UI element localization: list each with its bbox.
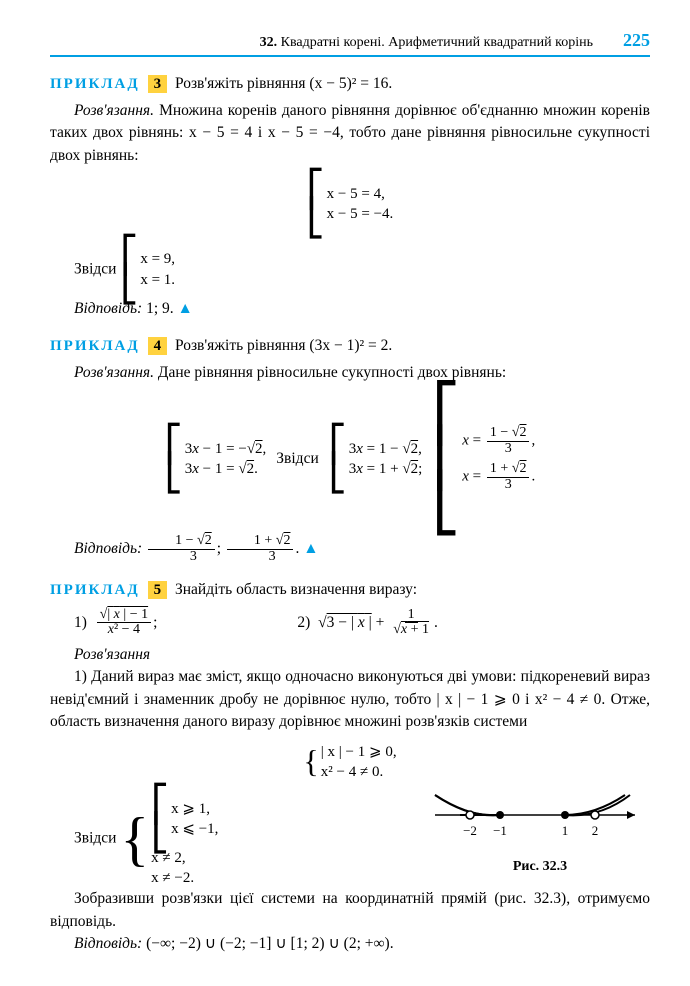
answer-label: Відповідь:: [74, 300, 142, 317]
numberline-svg: −2 −1 1 2: [430, 790, 650, 850]
ex3-hence-row: Звідси ⎡⎣ x = 9, x = 1.: [74, 241, 650, 299]
brace-icon: {: [120, 812, 149, 866]
ex5-hence-block: Звідси { ⎡⎣ x ⩾ 1, x ⩽ −1, x ≠ 2, x ≠ −2…: [74, 790, 218, 888]
tick-label: −1: [493, 823, 507, 838]
example-number: 5: [148, 581, 168, 599]
page-container: 32. Квадратні корені. Арифметичний квадр…: [0, 0, 690, 986]
example-4-heading: ПРИКЛАД 4 Розв'яжіть рівняння (3x − 1)² …: [50, 335, 650, 358]
ex5-problems: 1) √| x | − 1x² − 4; 2) √3 − | x | + 1√x…: [74, 608, 650, 638]
ex5-answer: Відповідь: (−∞; −2) ∪ (−2; −1] ∪ [1; 2) …: [50, 933, 650, 955]
eq-line: x ⩾ 1,: [171, 799, 210, 819]
problem-2: 2) √3 − | x | + 1√x + 1.: [297, 608, 437, 638]
section-title: Квадратні корені. Арифметичний квадратни…: [281, 35, 593, 50]
eq-line: x ⩽ −1,: [171, 819, 218, 839]
bracket-icon: ⎡⎣: [120, 241, 138, 299]
eq-line: x ≠ 2,: [151, 848, 185, 868]
ex5-two-col: Звідси { ⎡⎣ x ⩾ 1, x ⩽ −1, x ≠ 2, x ≠ −2…: [50, 790, 650, 888]
section-number: 32.: [260, 35, 278, 50]
eq-line: 3x = 1 − √2,: [349, 439, 422, 459]
hence-label: Звідси: [74, 260, 116, 277]
tick-label: −2: [463, 823, 477, 838]
point-open: [466, 811, 474, 819]
figure-caption: Рис. 32.3: [430, 859, 650, 875]
example-3-heading: ПРИКЛАД 3 Розв'яжіть рівняння (x − 5)² =…: [50, 73, 650, 96]
arrow-icon: [627, 811, 635, 819]
example-prompt: Знайдіть область визначення виразу:: [175, 581, 417, 598]
end-marker-icon: ▲: [303, 540, 318, 557]
answer-label: Відповідь:: [74, 540, 142, 557]
solution-label: Розв'язання.: [74, 364, 154, 381]
bracket-icon: ⎡⎣: [329, 430, 347, 488]
ex3-answer: Відповідь: 1; 9. ▲: [50, 298, 650, 320]
problem-1: 1) √| x | − 1x² − 4;: [74, 608, 157, 638]
page-header: 32. Квадратні корені. Арифметичний квадр…: [50, 30, 650, 57]
example-prompt: Розв'яжіть рівняння (x − 5)² = 16.: [175, 75, 392, 92]
answer-frac-2: 1 + √23: [227, 534, 294, 564]
bracket-icon: ⎡⎣: [151, 790, 169, 848]
end-marker-icon: ▲: [178, 300, 193, 317]
ex4-systems: ⎡⎣ 3x − 1 = −√2, 3x − 1 = √2. Звідси ⎡⎣ …: [50, 392, 650, 526]
bracket-icon: ⎡⎣: [307, 175, 325, 233]
point-open: [591, 811, 599, 819]
example-label: ПРИКЛАД: [50, 76, 140, 92]
eq-line: x − 5 = 4,: [327, 184, 385, 204]
example-number: 3: [148, 75, 168, 93]
point-closed: [561, 811, 569, 819]
answer-frac-1: 1 − √23: [148, 534, 215, 564]
ex5-text1: 1) Даний вираз має зміст, якщо одночасно…: [50, 666, 650, 733]
page-number: 225: [623, 30, 650, 51]
bracket-icon: ⎡⎢⎣: [432, 392, 460, 526]
header-title: 32. Квадратні корені. Арифметичний квадр…: [260, 35, 593, 51]
eq-line: x − 5 = −4.: [327, 204, 394, 224]
eq-line: x = 1 + √23.: [462, 462, 535, 492]
ex5-solution-label: Розв'язання: [50, 644, 650, 666]
example-number: 4: [148, 337, 168, 355]
example-5-heading: ПРИКЛАД 5 Знайдіть область визначення ви…: [50, 579, 650, 602]
arc-left: [435, 795, 490, 815]
ex4-solution-text: Дане рівняння рівносильне сукупності дво…: [158, 364, 506, 381]
eq-line: 3x = 1 + √2;: [349, 459, 423, 479]
ex5-text2: Зобразивши розв'язки цієї системи на коо…: [50, 888, 650, 933]
point-closed: [496, 811, 504, 819]
hence-label: Звідси: [74, 830, 116, 847]
eq-line: 3x − 1 = √2.: [185, 459, 258, 479]
ex5-system-1: { | x | − 1 ⩾ 0, x² − 4 ≠ 0.: [50, 742, 650, 783]
brace-icon: {: [303, 749, 318, 775]
eq-line: x ≠ −2.: [151, 868, 194, 888]
tick-label: 1: [562, 823, 569, 838]
eq-line: x = 1 − √23,: [462, 426, 535, 456]
eq-line: x = 9,: [140, 249, 175, 269]
eq-line: x = 1.: [140, 270, 175, 290]
solution-label: Розв'язання.: [74, 102, 154, 119]
answer-label: Відповідь:: [74, 935, 142, 952]
tick-label: 2: [592, 823, 599, 838]
ex4-answer: Відповідь: 1 − √23; 1 + √23. ▲: [50, 534, 650, 564]
figure-32-3: −2 −1 1 2 Рис. 32.3: [430, 790, 650, 875]
example-prompt: Розв'яжіть рівняння (3x − 1)² = 2.: [175, 337, 392, 354]
answer-value: (−∞; −2) ∪ (−2; −1] ∪ [1; 2) ∪ (2; +∞).: [146, 935, 394, 952]
ex4-solution: Розв'язання. Дане рівняння рівносильне с…: [50, 362, 650, 384]
ex3-solution: Розв'язання. Множина коренів даного рівн…: [50, 100, 650, 167]
ex3-system-1: ⎡⎣ x − 5 = 4, x − 5 = −4.: [50, 175, 650, 233]
hence-label: Звідси: [276, 450, 318, 468]
eq-line: | x | − 1 ⩾ 0,: [321, 742, 397, 762]
eq-line: x² − 4 ≠ 0.: [321, 762, 383, 782]
answer-value: 1; 9.: [146, 300, 174, 317]
example-label: ПРИКЛАД: [50, 582, 140, 598]
example-label: ПРИКЛАД: [50, 338, 140, 354]
bracket-icon: ⎡⎣: [165, 430, 183, 488]
eq-line: 3x − 1 = −√2,: [185, 439, 267, 459]
